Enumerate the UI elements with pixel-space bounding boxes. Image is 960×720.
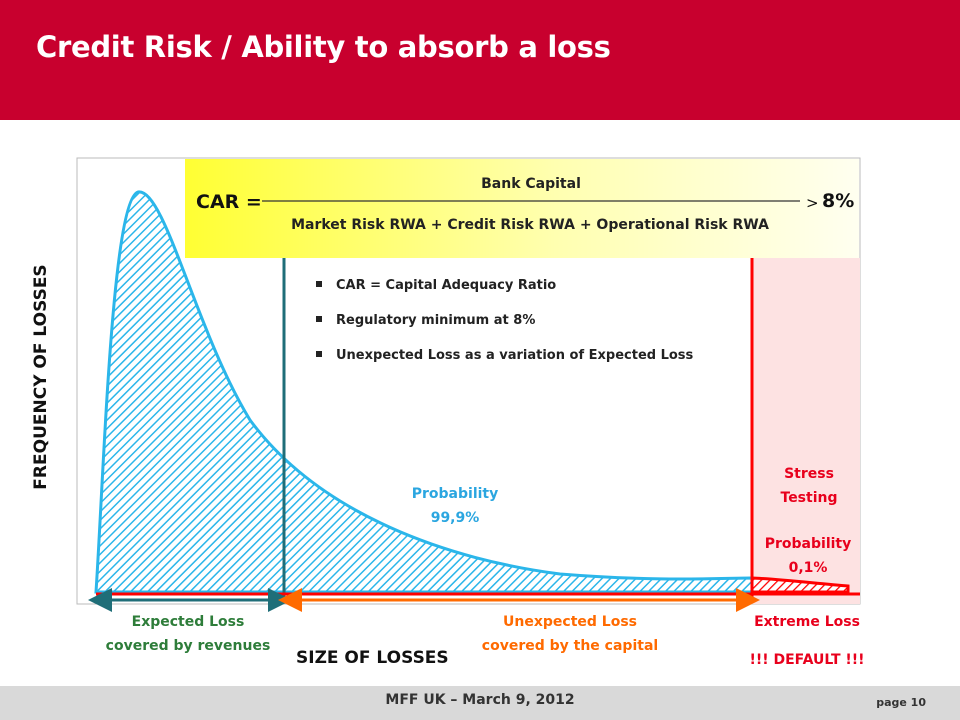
unexpected-loss-line1: Unexpected Loss	[503, 614, 637, 630]
stress-testing-label: Stress Testing	[766, 462, 852, 510]
expected-loss-line1: Expected Loss	[131, 614, 245, 630]
probability-main-line1: Probability	[411, 486, 499, 502]
expected-loss-caption: Expected Loss covered by revenues	[88, 610, 288, 658]
footer-bar: MFF UK – March 9, 2012 page 10	[0, 686, 960, 720]
probability-tail-value: 0,1%	[788, 560, 828, 576]
header-bar: Credit Risk / Ability to absorb a loss	[0, 0, 960, 120]
formula-denominator: Market Risk RWA + Credit Risk RWA + Oper…	[291, 217, 769, 233]
extreme-tail	[750, 576, 850, 594]
x-axis-label: SIZE OF LOSSES	[296, 648, 449, 668]
unexpected-loss-caption: Unexpected Loss covered by the capital	[460, 610, 680, 658]
unexpected-loss-line2: covered by the capital	[481, 638, 659, 654]
stress-region	[752, 258, 860, 604]
extreme-loss-label: Extreme Loss	[754, 614, 860, 630]
y-axis-label: FREQUENCY OF LOSSES	[31, 264, 51, 490]
stress-testing-line1: Stress	[784, 466, 834, 482]
formula-numerator: Bank Capital	[481, 176, 581, 192]
loss-distribution-curve	[94, 190, 754, 594]
formula-comparator: >	[806, 194, 819, 212]
expected-loss-line2: covered by revenues	[105, 638, 271, 654]
footer-text: MFF UK – March 9, 2012	[385, 692, 575, 708]
formula-threshold: 8%	[822, 190, 855, 212]
probability-tail-line1: Probability	[764, 536, 852, 552]
bullet-item: Unexpected Loss as a variation of Expect…	[316, 348, 693, 383]
car-label: CAR =	[196, 191, 262, 213]
default-label: !!! DEFAULT !!!	[749, 652, 865, 668]
probability-main-label: Probability 99,9%	[395, 482, 515, 530]
page-number: page 10	[876, 696, 926, 709]
probability-main-value: 99,9%	[430, 510, 480, 526]
page-title: Credit Risk / Ability to absorb a loss	[36, 30, 611, 64]
loss-distribution-diagram	[76, 157, 861, 612]
bullet-list: CAR = Capital Adequacy Ratio Regulatory …	[316, 278, 693, 383]
bullet-item: CAR = Capital Adequacy Ratio	[316, 278, 693, 313]
probability-tail-label: Probability 0,1%	[756, 532, 860, 580]
formula-banner	[185, 159, 859, 258]
stress-testing-line2: Testing	[780, 490, 838, 506]
bullet-item: Regulatory minimum at 8%	[316, 313, 693, 348]
